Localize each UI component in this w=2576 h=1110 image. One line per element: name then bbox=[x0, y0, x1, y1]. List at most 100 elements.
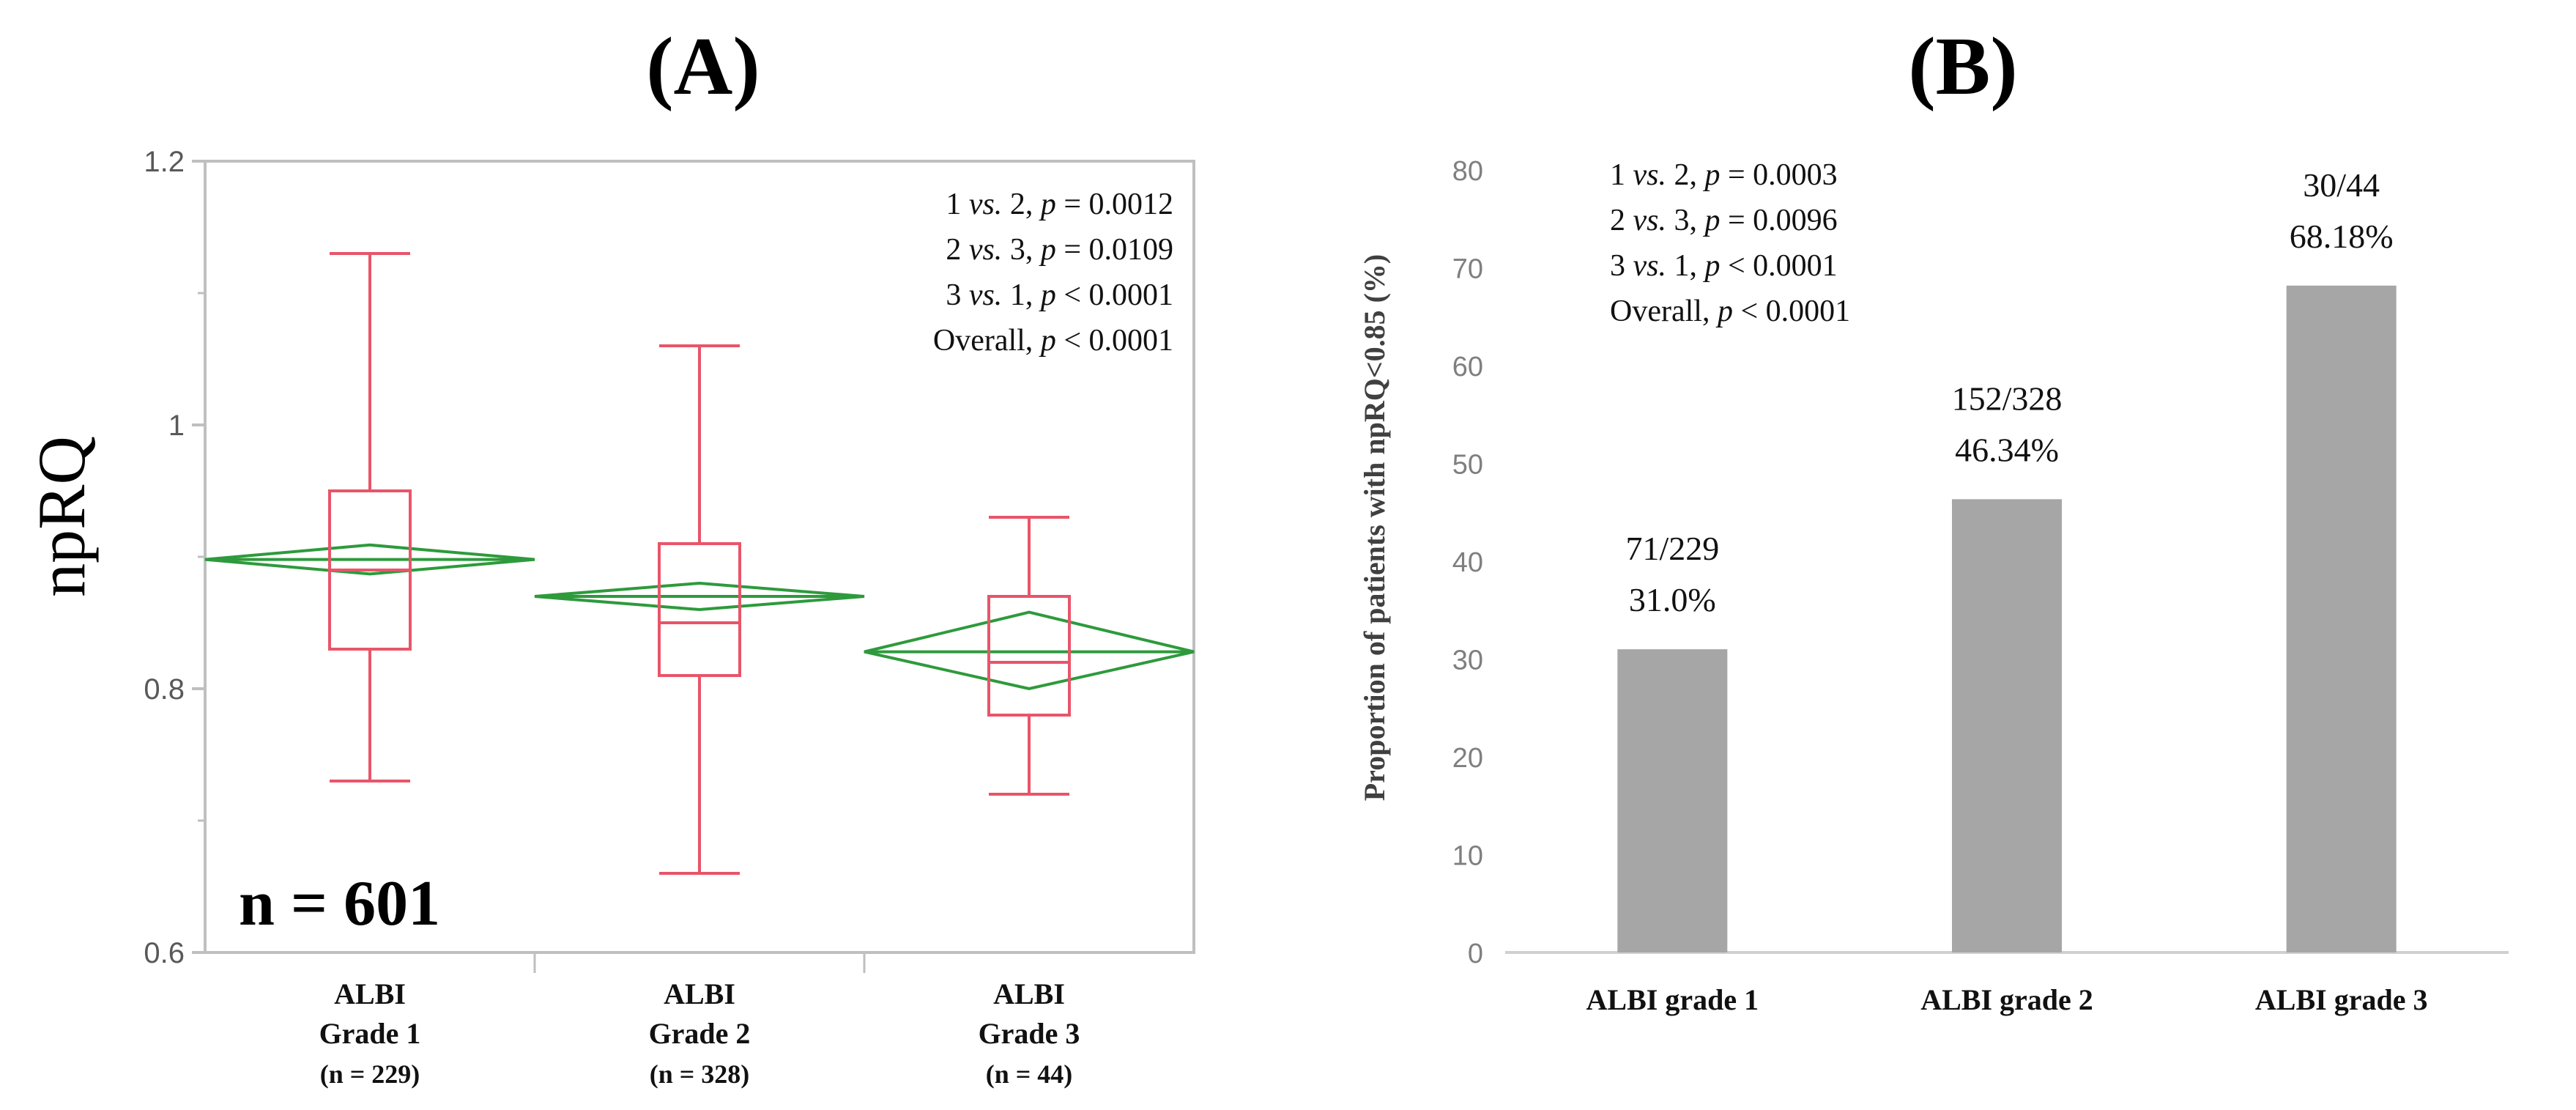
annotation-italic: vs. bbox=[969, 233, 1003, 267]
x-label-line: ALBI bbox=[334, 977, 406, 1010]
y-tick-label: 40 bbox=[1452, 547, 1483, 578]
box-group-2 bbox=[534, 344, 865, 875]
annotation-text: Overall, bbox=[933, 324, 1041, 358]
panel-b-label: (B) bbox=[1908, 21, 2017, 112]
annotation-text: 2, bbox=[1666, 158, 1705, 192]
x-label-line: ALBI bbox=[993, 977, 1065, 1010]
annotation-text: Overall, bbox=[1610, 295, 1718, 328]
x-category-label: ALBI grade 3 bbox=[2255, 983, 2428, 1016]
y-tick-label: 10 bbox=[1452, 841, 1483, 872]
x-label-line: Grade 1 bbox=[319, 1017, 421, 1050]
annotation-text: = 0.0096 bbox=[1721, 204, 1838, 237]
x-category-label: ALBI grade 2 bbox=[1920, 983, 2093, 1016]
panel-b-y-axis-label: Proportion of patients with npRQ<0.85 (%… bbox=[1358, 254, 1391, 802]
x-label-line: (n = 328) bbox=[650, 1059, 750, 1089]
box-group-1 bbox=[204, 252, 535, 782]
panel-a-group-dividers bbox=[533, 952, 866, 973]
annotation-text: 1, bbox=[1002, 278, 1041, 312]
x-label-line: (n = 44) bbox=[986, 1059, 1073, 1089]
bar bbox=[1617, 649, 1728, 952]
annotation-italic: p bbox=[1039, 278, 1056, 312]
annotation-text: < 0.0001 bbox=[1733, 295, 1850, 328]
y-tick-label: 30 bbox=[1452, 645, 1483, 676]
annotation-text: 1 bbox=[1610, 158, 1633, 192]
annotation-text: 2 bbox=[946, 233, 969, 267]
annotation-italic: p bbox=[1703, 249, 1721, 283]
annotation-line: 2 vs. 3, p = 0.0109 bbox=[946, 233, 1173, 267]
bar-group-2: 152/328 46.34% ALBI grade 2 bbox=[1920, 380, 2093, 1016]
annotation-text: = 0.0003 bbox=[1721, 158, 1838, 192]
annotation-text: = 0.0109 bbox=[1056, 233, 1173, 267]
x-category-label: ALBI grade 1 bbox=[1586, 983, 1759, 1016]
annotation-text: < 0.0001 bbox=[1056, 324, 1173, 358]
annotation-italic: vs. bbox=[1633, 158, 1667, 192]
bar-percent-label: 31.0% bbox=[1629, 581, 1716, 618]
annotation-line: Overall, p < 0.0001 bbox=[1610, 295, 1850, 328]
annotation-italic: vs. bbox=[969, 188, 1003, 221]
x-label-line: Grade 2 bbox=[649, 1017, 751, 1050]
annotation-text: 1 bbox=[946, 188, 969, 221]
y-tick-label: 20 bbox=[1452, 743, 1483, 774]
y-tick-label: 0 bbox=[1468, 939, 1483, 969]
annotation-italic: vs. bbox=[1633, 249, 1667, 283]
y-tick-label: 60 bbox=[1452, 352, 1483, 382]
annotation-line: 1 vs. 2, p = 0.0003 bbox=[1610, 158, 1838, 192]
annotation-italic: vs. bbox=[1633, 204, 1667, 237]
bar-count-label: 71/229 bbox=[1625, 530, 1719, 567]
annotation-text: < 0.0001 bbox=[1721, 249, 1838, 283]
iqr-box bbox=[658, 542, 741, 677]
bar-percent-label: 46.34% bbox=[1955, 431, 2059, 468]
panel-b-bars: 71/229 31.0% ALBI grade 1 152/328 46.34% ALBI… bbox=[1586, 166, 2428, 1016]
bar-count-label: 152/328 bbox=[1952, 380, 2063, 417]
y-tick-label: 1 bbox=[168, 410, 185, 442]
panel-a-sample-size: n = 601 bbox=[239, 868, 440, 939]
panel-a-boxes bbox=[204, 252, 1195, 875]
annotation-text: < 0.0001 bbox=[1056, 278, 1173, 312]
panel-b-y-ticks: 0 10 20 30 40 50 60 70 80 bbox=[1452, 156, 1483, 969]
annotation-text: 3 bbox=[946, 278, 969, 312]
annotation-line: 3 vs. 1, p < 0.0001 bbox=[946, 278, 1173, 312]
annotation-italic: vs. bbox=[969, 278, 1003, 312]
x-label-line: Grade 3 bbox=[979, 1017, 1080, 1050]
annotation-text: = 0.0012 bbox=[1056, 188, 1173, 221]
annotation-italic: p bbox=[1039, 188, 1056, 221]
annotation-text: 1, bbox=[1666, 249, 1705, 283]
bar-percent-label: 68.18% bbox=[2290, 218, 2394, 255]
annotation-italic: p bbox=[1715, 295, 1733, 328]
y-tick-label: 1.2 bbox=[144, 146, 185, 178]
bar bbox=[2286, 285, 2397, 952]
annotation-italic: p bbox=[1703, 158, 1721, 192]
panel-a-label: (A) bbox=[646, 21, 760, 112]
annotation-italic: p bbox=[1039, 233, 1056, 267]
bar-count-label: 30/44 bbox=[2303, 166, 2380, 204]
annotation-line: Overall, p < 0.0001 bbox=[933, 324, 1173, 358]
annotation-text: 2, bbox=[1002, 188, 1041, 221]
annotation-line: 1 vs. 2, p = 0.0012 bbox=[946, 188, 1173, 221]
panel-a-y-axis-label: npRQ bbox=[24, 436, 99, 597]
panel-a: (A) npRQ 0.6 0.8 1 1.2 n = 601 ALBI Grade 1 (… bbox=[24, 21, 1195, 1089]
box-group-3 bbox=[864, 516, 1195, 796]
annotation-text: 3 bbox=[1610, 249, 1633, 283]
annotation-line: 3 vs. 1, p < 0.0001 bbox=[1610, 249, 1838, 283]
x-label-line: ALBI bbox=[664, 977, 735, 1010]
x-label-line: (n = 229) bbox=[320, 1059, 420, 1089]
annotation-line: 2 vs. 3, p = 0.0096 bbox=[1610, 204, 1838, 237]
y-tick-label: 70 bbox=[1452, 254, 1483, 285]
bar-group-3: 30/44 68.18% ALBI grade 3 bbox=[2255, 166, 2428, 1016]
annotation-italic: p bbox=[1039, 324, 1056, 358]
y-tick-label: 50 bbox=[1452, 450, 1483, 481]
iqr-box bbox=[987, 595, 1071, 717]
y-tick-label: 0.8 bbox=[144, 673, 185, 706]
annotation-text: 3, bbox=[1002, 233, 1041, 267]
annotation-italic: p bbox=[1703, 204, 1721, 237]
y-tick-label: 80 bbox=[1452, 156, 1483, 187]
y-tick-label: 0.6 bbox=[144, 937, 185, 969]
bar-group-1: 71/229 31.0% ALBI grade 1 bbox=[1586, 530, 1759, 1016]
annotation-text: 2 bbox=[1610, 204, 1633, 237]
annotation-text: 3, bbox=[1666, 204, 1705, 237]
panel-b: (B) Proportion of patients with npRQ<0.8… bbox=[1358, 21, 2509, 1016]
panel-a-y-ticks: 0.6 0.8 1 1.2 bbox=[144, 146, 205, 969]
panel-a-x-labels: ALBI Grade 1 (n = 229) ALBI Grade 2 (n = 328)… bbox=[319, 977, 1080, 1089]
bar bbox=[1952, 499, 2062, 952]
